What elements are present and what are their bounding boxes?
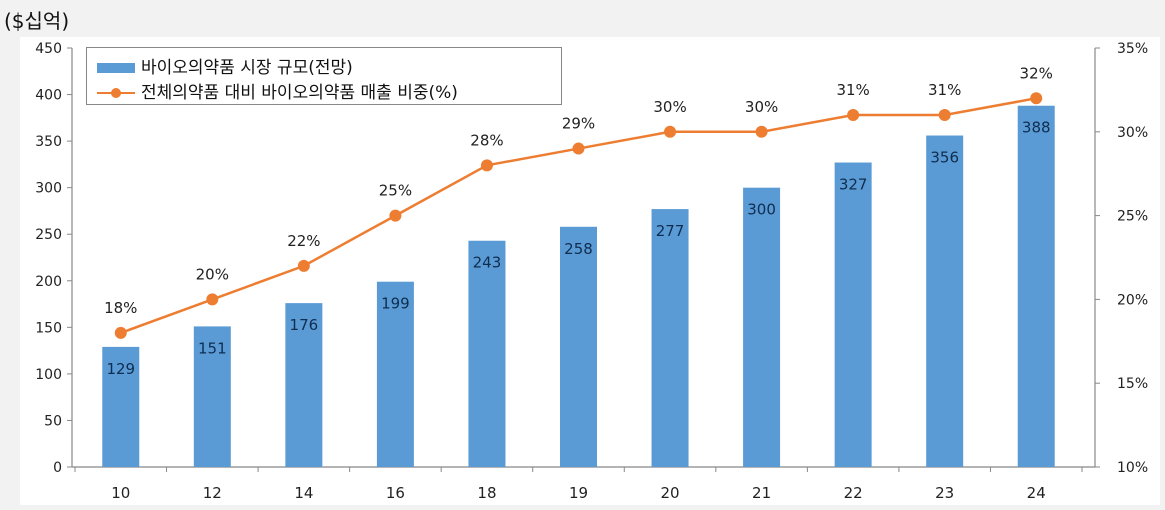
line-value-label: 29% [562, 115, 595, 133]
line-value-label: 22% [287, 232, 320, 250]
bar [285, 303, 323, 467]
x-axis-tick: 21 [752, 484, 771, 502]
bar-value-label: 176 [290, 316, 319, 334]
right-axis-tick: 30% [1117, 125, 1148, 141]
line-value-label: 25% [379, 182, 412, 200]
x-axis-tick: 24 [1027, 484, 1046, 502]
x-axis-tick: 22 [844, 484, 863, 502]
bar [468, 240, 506, 467]
line-value-label: 31% [836, 81, 869, 99]
left-axis-tick: 300 [35, 181, 62, 197]
legend-line-label: 전체의약품 대비 바이오의약품 매출 비중(%) [141, 83, 458, 103]
x-axis-tick: 14 [294, 484, 313, 502]
line-value-label: 30% [653, 98, 686, 116]
line-marker [1030, 92, 1043, 105]
line-marker [389, 209, 402, 222]
bar [560, 226, 597, 467]
line-marker [297, 259, 310, 272]
left-axis-tick: 150 [35, 320, 62, 336]
legend-bar-label: 바이오의약품 시장 규모(전망) [141, 58, 353, 78]
left-axis-tick: 100 [35, 367, 62, 383]
bar-value-label: 129 [106, 360, 135, 378]
bar-value-label: 243 [473, 254, 502, 272]
left-axis-tick: 250 [35, 227, 62, 243]
legend-item-line: 전체의약품 대비 바이오의약품 매출 비중(%) [97, 78, 458, 103]
right-axis-tick: 15% [1117, 376, 1148, 392]
left-axis-tick: 50 [44, 413, 62, 429]
bar-value-label: 258 [564, 240, 593, 258]
line-marker [755, 125, 768, 138]
bar-value-label: 327 [839, 176, 868, 194]
x-axis-tick: 19 [569, 484, 588, 502]
line-value-label: 31% [928, 81, 961, 99]
bar [743, 187, 781, 467]
left-axis-tick: 200 [35, 274, 62, 290]
left-axis-tick: 400 [35, 88, 62, 104]
bar-value-label: 199 [381, 295, 410, 313]
right-axis-tick: 35% [1117, 41, 1148, 57]
right-axis-tick: 20% [1117, 292, 1148, 308]
line-value-label: 30% [745, 98, 778, 116]
bar [651, 209, 689, 468]
bar-value-label: 277 [656, 222, 685, 240]
bar-swatch-icon [97, 63, 135, 73]
bar-value-label: 300 [747, 201, 776, 219]
line-value-label: 20% [196, 265, 229, 283]
line-marker [206, 293, 219, 306]
line-marker [847, 109, 860, 122]
legend: 바이오의약품 시장 규모(전망) 전체의약품 대비 바이오의약품 매출 비중(%… [86, 47, 562, 105]
unit-label: ($십억) [4, 9, 70, 33]
bar [926, 135, 964, 467]
line-marker [114, 326, 127, 339]
line-value-label: 18% [104, 299, 137, 317]
legend-item-bar: 바이오의약품 시장 규모(전망) [97, 53, 353, 78]
bar [376, 281, 414, 467]
bar [1017, 105, 1055, 468]
x-axis-tick: 18 [477, 484, 496, 502]
bar [834, 162, 872, 467]
bar-value-label: 388 [1022, 119, 1051, 137]
line-marker [664, 125, 677, 138]
left-axis-tick: 0 [53, 460, 62, 476]
bar [193, 326, 231, 467]
right-axis-tick: 10% [1117, 460, 1148, 476]
left-axis-tick: 350 [35, 134, 62, 150]
x-axis-tick: 23 [935, 484, 954, 502]
line-value-label: 28% [470, 131, 503, 149]
x-axis-tick: 20 [660, 484, 679, 502]
line-marker-icon [97, 87, 135, 99]
x-axis-tick: 16 [386, 484, 405, 502]
bar-value-label: 356 [930, 149, 959, 167]
left-axis-tick: 450 [35, 41, 62, 57]
line-marker [572, 142, 585, 155]
x-axis-tick: 12 [203, 484, 222, 502]
bar [102, 346, 140, 467]
x-axis-tick: 10 [111, 484, 130, 502]
line-value-label: 32% [1020, 64, 1053, 82]
line-marker [480, 159, 493, 172]
line-marker [938, 109, 951, 122]
right-axis-tick: 25% [1117, 209, 1148, 225]
bar-value-label: 151 [198, 339, 227, 357]
